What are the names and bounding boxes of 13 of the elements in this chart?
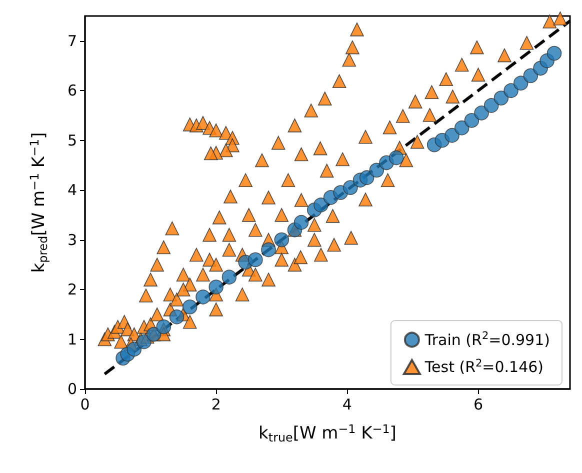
y-tick-label: 1 [67, 330, 77, 348]
x-tick-label: 0 [80, 396, 90, 414]
y-tick-label: 0 [67, 380, 77, 398]
y-tick-label: 5 [67, 131, 77, 150]
y-tick-label: 6 [67, 82, 77, 100]
x-tick-label: 2 [211, 396, 221, 414]
x-tick-label: 6 [473, 396, 484, 414]
y-tick-label: 3 [67, 230, 77, 249]
y-axis-title: kpred[W m−1 K−1] [28, 132, 50, 273]
y-tick-label: 7 [67, 32, 77, 50]
x-tick-label: 4 [342, 396, 352, 414]
y-tick-label: 4 [67, 181, 77, 200]
y-tick-label: 2 [67, 280, 77, 299]
